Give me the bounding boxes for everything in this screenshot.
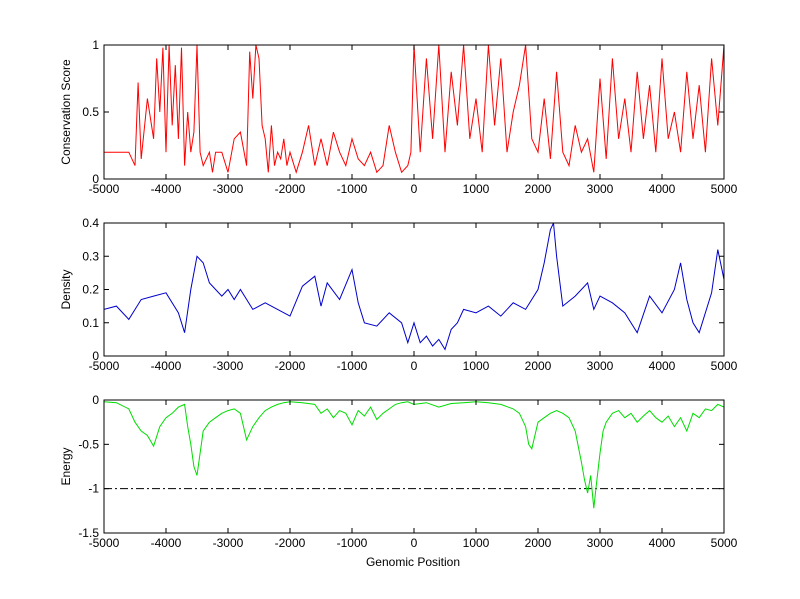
density-x-tick-label: 5000 [711,359,738,373]
conservation-x-tick-label: 0 [411,182,418,196]
conservation-x-tick-label: -1000 [337,182,368,196]
conservation-x-tick-label: 2000 [525,182,552,196]
energy-x-tick-label: 0 [411,536,418,550]
density-y-tick-label: 0.4 [82,216,99,230]
energy-panel: -5000 -4000 -3000 -2000 -1000 0 1000 2000 3000 40… [59,393,738,550]
density-x-tick-label: 2000 [525,359,552,373]
conservation-x-tick-label: 3000 [587,182,614,196]
density-x-tick-label: -4000 [151,359,182,373]
density-x-tick-label: -1000 [337,359,368,373]
energy-x-tick-label: 4000 [649,536,676,550]
density-x-tick-label: -3000 [213,359,244,373]
energy-y-axis-title: Energy [59,447,73,485]
energy-x-tick-label: -3000 [213,536,244,550]
conservation-panel: -5000 -4000 -3000 -2000 -1000 0 1000 2000 3000 40… [59,38,738,196]
conservation-y-tick-label: 0 [92,172,99,186]
energy-x-tick-label: 5000 [711,536,738,550]
conservation-x-tick-label: -5000 [89,182,120,196]
density-x-tick-label: -2000 [275,359,306,373]
conservation-y-tick-label: 0.5 [82,105,99,119]
energy-y-tick-label: -0.5 [78,437,99,451]
density-series-line-0 [104,223,724,351]
energy-y-tick-label: -1 [88,482,99,496]
density-y-tick-label: 0 [92,349,99,363]
conservation-y-tick-label: 1 [92,38,99,52]
energy-x-tick-label: -5000 [89,536,120,550]
density-x-tick-label: -5000 [89,359,120,373]
energy-plot-area [104,400,724,533]
energy-x-tick-label: -4000 [151,536,182,550]
energy-x-tick-label: -2000 [275,536,306,550]
density-y-tick-label: 0.1 [82,316,99,330]
density-plot-area [104,223,724,356]
conservation-series-line-0 [104,45,724,174]
energy-x-tick-label: -1000 [337,536,368,550]
energy-y-tick-label: -1.5 [78,526,99,540]
energy-series-line-0 [104,401,724,509]
energy-x-tick-label: 3000 [587,536,614,550]
conservation-x-tick-label: -4000 [151,182,182,196]
density-x-tick-label: 3000 [587,359,614,373]
conservation-x-tick-label: -2000 [275,182,306,196]
conservation-x-tick-label: 1000 [463,182,490,196]
density-x-tick-label: 0 [411,359,418,373]
energy-y-tick-label: 0 [92,393,99,407]
panels: -5000 -4000 -3000 -2000 -1000 0 1000 2000 3000 40… [59,38,738,550]
conservation-y-axis-title: Conservation Score [59,59,73,165]
density-x-tick-label: 4000 [649,359,676,373]
x-axis-title: Genomic Position [366,555,460,569]
conservation-x-tick-label: -3000 [213,182,244,196]
density-x-tick-label: 1000 [463,359,490,373]
conservation-x-tick-label: 5000 [711,182,738,196]
density-y-axis-title: Density [59,269,73,309]
density-y-tick-label: 0.2 [82,283,99,297]
energy-x-tick-label: 1000 [463,536,490,550]
conservation-plot-area [104,45,724,179]
conservation-x-tick-label: 4000 [649,182,676,196]
energy-x-tick-label: 2000 [525,536,552,550]
density-panel: -5000 -4000 -3000 -2000 -1000 0 1000 2000 3000 40… [59,216,738,373]
density-y-tick-label: 0.3 [82,249,99,263]
